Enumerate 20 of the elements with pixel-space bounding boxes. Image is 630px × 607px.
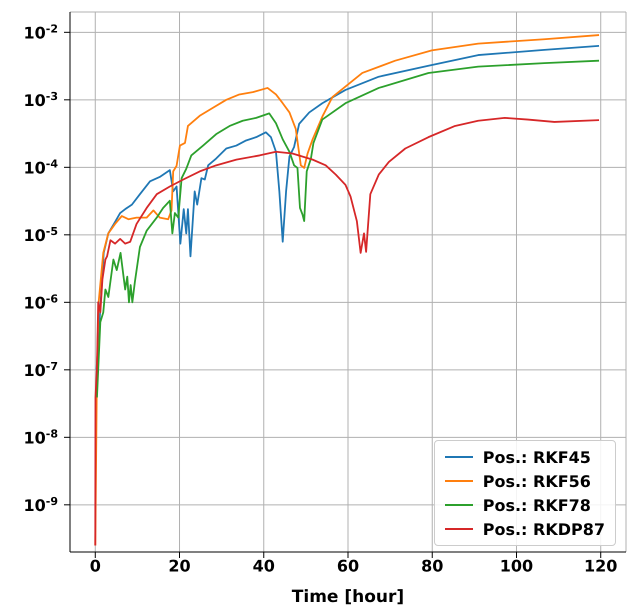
x-tick-label: 0 bbox=[90, 556, 101, 576]
x-axis-title: Time [hour] bbox=[292, 587, 404, 607]
x-tick-label: 20 bbox=[168, 556, 191, 576]
y-tick-label: 10$^{-9}$ bbox=[24, 494, 58, 515]
legend-label: Pos.: RKF45 bbox=[482, 448, 591, 466]
x-tick-label: 120 bbox=[584, 556, 618, 576]
x-tick-label: 40 bbox=[252, 556, 275, 576]
y-tick-label: 10$^{-3}$ bbox=[24, 89, 58, 110]
legend-label: Pos.: RKF78 bbox=[482, 496, 591, 514]
y-tick-label: 10$^{-8}$ bbox=[24, 426, 58, 448]
y-tick-label: 10$^{-6}$ bbox=[24, 292, 58, 312]
y-tick-label: 10$^{-2}$ bbox=[24, 22, 58, 42]
x-tick-label: 80 bbox=[421, 556, 444, 576]
legend-label: Pos.: RKDP87 bbox=[482, 520, 605, 538]
x-tick-label: 100 bbox=[500, 556, 534, 576]
legend-label: Pos.: RKF56 bbox=[482, 472, 591, 490]
y-tick-label: 10$^{-7}$ bbox=[24, 359, 58, 380]
y-tick-label: 10$^{-5}$ bbox=[24, 224, 58, 245]
x-tick-label: 60 bbox=[336, 556, 360, 576]
y-tick-label: 10$^{-4}$ bbox=[24, 156, 58, 178]
